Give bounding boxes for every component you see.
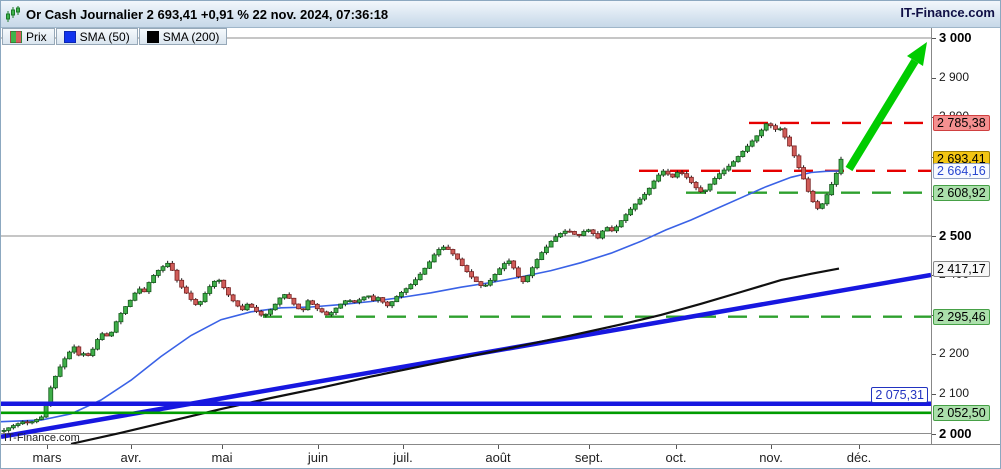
price-tick-label: 2 500	[939, 227, 972, 243]
time-tick	[589, 445, 590, 449]
legend-tab-prix[interactable]: Prix	[2, 28, 55, 45]
sma50-series-icon	[63, 30, 76, 43]
price-tick	[932, 77, 936, 79]
price-label: 2 664,16	[933, 162, 990, 179]
price-label: 2 417,17	[933, 260, 990, 277]
legend-tabs: Prix SMA (50) SMA (200)	[2, 28, 228, 45]
sma200-line	[70, 267, 840, 444]
price-label: 2 052,50	[933, 404, 990, 421]
month-label: oct.	[665, 450, 687, 465]
price-series-icon	[10, 30, 22, 43]
month-label: août	[485, 450, 511, 465]
up-arrow	[845, 58, 919, 172]
month-label: mai	[211, 450, 233, 465]
chart-plot-area[interactable]: IT-Finance.com Prix SMA (50) SMA (200) 2…	[1, 28, 931, 444]
time-tick	[859, 445, 860, 449]
month-label: mars	[32, 450, 62, 465]
up-arrow-head	[907, 42, 927, 66]
price-tick-label: 3 000	[939, 30, 972, 45]
time-tick	[131, 445, 132, 449]
candles-layer	[1, 122, 844, 434]
month-label: avr.	[120, 450, 142, 465]
time-tick	[318, 445, 319, 449]
sma200-series-icon	[146, 30, 159, 43]
legend-tab-sma50[interactable]: SMA (50)	[55, 28, 138, 45]
chart-svg: IT-Finance.com	[1, 37, 931, 444]
watermark: IT-Finance.com	[4, 432, 80, 444]
legend-tab-label: SMA (200)	[162, 29, 220, 44]
time-tick	[676, 445, 677, 449]
month-label: juil.	[393, 450, 413, 465]
instrument-title: Or Cash Journalier 2 693,41 +0,91 % 22 n…	[26, 6, 389, 22]
price-tick	[932, 433, 936, 435]
price-tick	[932, 38, 936, 39]
time-axis[interactable]: mars avr. mai juin juil. août sept. oct. nov. déc…	[1, 444, 1000, 468]
price-tick-label: 2 000	[939, 425, 972, 441]
brand-logo: IT-Finance.com	[900, 5, 995, 20]
price-tick	[932, 394, 936, 396]
month-label: nov.	[759, 450, 783, 465]
title-bar: Or Cash Journalier 2 693,41 +0,91 % 22 n…	[1, 1, 1000, 28]
price-label: 2 295,46	[933, 308, 990, 325]
month-label: juin	[307, 450, 329, 465]
trend-line	[1, 272, 931, 439]
candlestick-chart-icon	[5, 5, 21, 23]
price-label: 2 785,38	[933, 114, 990, 131]
time-tick	[222, 445, 223, 449]
price-tick	[932, 235, 936, 237]
price-label: 2 608,92	[933, 184, 990, 201]
time-tick	[47, 445, 48, 449]
month-label: sept.	[574, 450, 604, 465]
legend-tab-label: SMA (50)	[79, 29, 130, 44]
price-label: 2 075,31	[871, 386, 928, 403]
legend-tab-label: Prix	[26, 29, 47, 44]
price-tick-label: 2 900	[939, 69, 970, 84]
sma50-line	[1, 170, 842, 423]
time-tick	[498, 445, 499, 449]
legend-tab-sma200[interactable]: SMA (200)	[138, 28, 228, 45]
time-tick	[403, 445, 404, 449]
time-tick	[771, 445, 772, 449]
month-label: déc.	[846, 450, 872, 465]
price-tick	[932, 354, 936, 356]
price-tick-label: 2 100	[939, 386, 970, 401]
price-tick-label: 2 200	[939, 346, 970, 361]
